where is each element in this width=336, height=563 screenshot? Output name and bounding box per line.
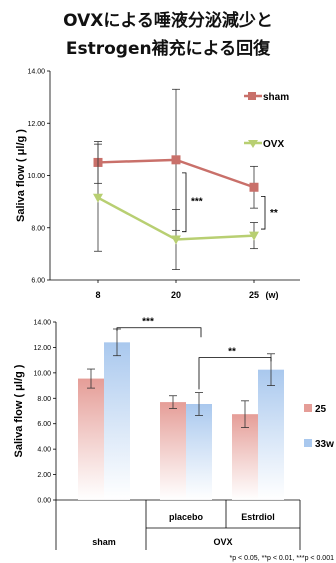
y-tick-label: 10.00 (33, 370, 51, 377)
bar-25-placebo (160, 402, 186, 500)
bar-33w-sham (104, 342, 130, 500)
category-label: sham (92, 537, 116, 547)
y-tick-label: 12.00 (33, 345, 51, 352)
y-tick-label: 6.00 (37, 421, 51, 428)
significance-label: ** (228, 347, 236, 358)
line-chart: 6.00 8.00 10.00 12.00 14.00 8 20 25 (w) Saliva fl… (15, 69, 300, 300)
x-tick-label: 25 (249, 290, 259, 300)
bar-33w-placebo (186, 404, 212, 500)
y-tick-label: 6.00 (31, 278, 45, 285)
legend-label-ovx: OVX (263, 139, 284, 150)
y-axis-label: Saliva flow ( μl/g ) (13, 364, 25, 457)
data-point-OVX (93, 193, 103, 203)
legend-label-33w: 33w (315, 439, 334, 450)
category-label: Estrdiol (241, 512, 275, 522)
significance-label: ** (270, 208, 278, 219)
legend-label-sham: sham (263, 92, 289, 103)
bar-33w-Estrdiol (258, 369, 284, 500)
data-point-OVX (171, 235, 181, 245)
x-tick-label: 20 (171, 290, 181, 300)
chart-title-line2: Estrogen補充による回復 (65, 39, 271, 59)
legend-marker-sham (248, 92, 256, 100)
significance-bracket (116, 327, 202, 338)
legend-label-25: 25 (315, 404, 327, 415)
legend-swatch-33w (304, 439, 312, 447)
bar-25-sham (78, 378, 104, 500)
significance-label: *** (142, 317, 154, 328)
chart-title-line1: OVXによる唾液分泌減少と (63, 11, 273, 31)
y-tick-label: 10.00 (27, 173, 45, 180)
significance-bracket (261, 195, 266, 230)
data-point-sham (171, 155, 181, 165)
legend-marker-ovx (248, 140, 258, 148)
x-tick-label: 8 (95, 290, 100, 300)
y-axis-label: Saliva flow ( μl/g ) (15, 129, 27, 222)
data-point-OVX (249, 231, 259, 241)
legend-swatch-25 (304, 404, 312, 412)
bar-25-Estrdiol (232, 414, 258, 500)
footnote: *p < 0.05, **p < 0.01, ***p < 0.001 (229, 555, 334, 562)
significance-bracket (182, 172, 187, 233)
y-tick-label: 14.00 (27, 69, 45, 76)
y-tick-label: 12.00 (27, 121, 45, 128)
significance-label: *** (191, 196, 203, 207)
data-point-sham (249, 182, 259, 192)
y-tick-label: 8.00 (37, 396, 51, 403)
category-label: placebo (169, 512, 204, 522)
group-label-ovx: OVX (213, 537, 232, 547)
significance-bracket (198, 357, 272, 390)
y-tick-label: 2.00 (37, 472, 51, 479)
y-tick-label: 4.00 (37, 447, 51, 454)
y-tick-label: 14.00 (33, 320, 51, 327)
y-tick-label: 0.00 (37, 498, 51, 505)
x-axis-unit: (w) (266, 290, 279, 300)
y-tick-label: 8.00 (31, 225, 45, 232)
